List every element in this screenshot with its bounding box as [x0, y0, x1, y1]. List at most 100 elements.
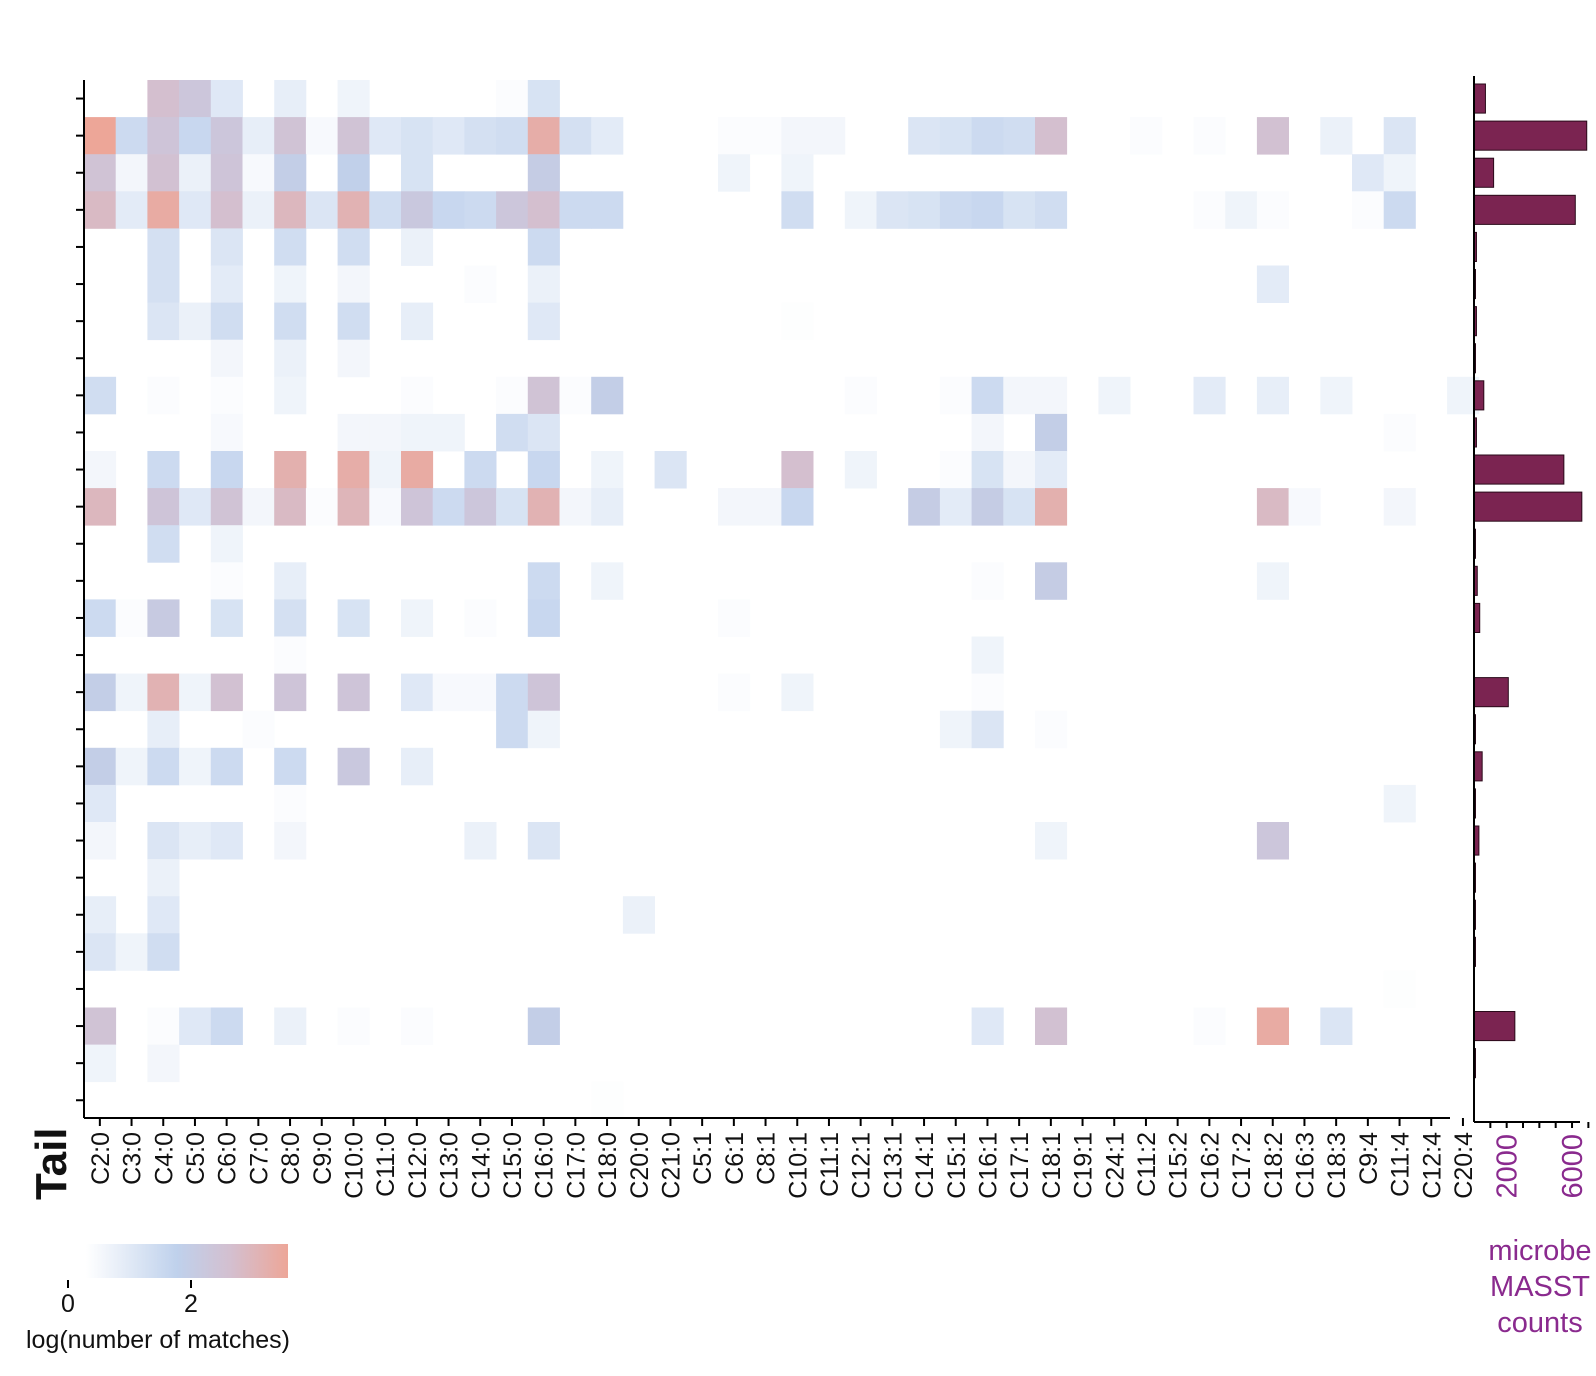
heatmap-x-ticks [98, 1118, 1464, 1126]
heatmap-cell [749, 488, 782, 526]
heatmap-cell [1288, 488, 1321, 526]
heatmap-cell [1256, 822, 1289, 860]
heatmap-cell [844, 451, 877, 489]
bar [1473, 194, 1576, 225]
heatmap-cell [147, 673, 180, 712]
heatmap-cell [1383, 413, 1416, 452]
heatmap-cell [147, 228, 180, 266]
heatmap-cell [1003, 376, 1036, 415]
heatmap-cell [591, 562, 624, 600]
heatmap-cell [496, 673, 529, 712]
heatmap-x-tick-label: C16:2 [1196, 1132, 1224, 1199]
colorbar-label: log(number of matches) [26, 1326, 290, 1354]
heatmap-x-tick-label: C9:4 [1355, 1132, 1383, 1185]
bar [1473, 157, 1495, 188]
heatmap-cell [527, 673, 560, 712]
bar-x-axis-label-line-3: counts [1497, 1307, 1582, 1339]
heatmap-cell [591, 488, 624, 526]
heatmap-cell [908, 488, 941, 526]
heatmap-cell [274, 822, 307, 860]
heatmap-cell [401, 191, 434, 229]
heatmap-cell [718, 117, 751, 155]
colorbar: 0 2 log(number of matches) [26, 1244, 290, 1354]
heatmap-x-tick-label: C16:3 [1291, 1132, 1319, 1199]
heatmap-cell [274, 339, 307, 378]
heatmap-cell [939, 710, 972, 749]
heatmap-x-tick-label: C16:0 [531, 1132, 559, 1199]
heatmap-cell [401, 376, 434, 415]
heatmap-cell [84, 747, 117, 786]
heatmap-cell [337, 191, 370, 229]
heatmap-cell [147, 488, 180, 526]
heatmap-x-tick-label: C13:0 [436, 1132, 464, 1199]
heatmap-cell [527, 599, 560, 637]
heatmap-cell [464, 117, 497, 155]
heatmap-x-tick-labels: C2:0 C3:0 C4:0 C5:0 C6:0 C7:0 C8:0 C9:0 C10:0 C11… [87, 1132, 1478, 1199]
heatmap-cell [1035, 413, 1068, 452]
heatmap-cell [274, 376, 307, 415]
heatmap-x-tick-label: C6:1 [721, 1132, 749, 1185]
heatmap-cell [210, 525, 243, 563]
heatmap-cell [1193, 1007, 1226, 1045]
heatmap-cell [84, 376, 117, 415]
heatmap-x-tick-label: C10:0 [340, 1132, 368, 1199]
heatmap-cell [1035, 1007, 1068, 1045]
heatmap-cell [496, 191, 529, 229]
heatmap-x-tick-label: C17:2 [1228, 1132, 1256, 1199]
heatmap-cell [781, 451, 814, 489]
heatmap-cell [591, 117, 624, 155]
heatmap-cell [781, 488, 814, 526]
heatmap-x-tick-label: C3:0 [119, 1132, 147, 1185]
heatmap-cell [147, 191, 180, 229]
heatmap-cell [749, 117, 782, 155]
heatmap-cell [179, 1007, 212, 1045]
heatmap-cell [274, 191, 307, 229]
heatmap-cell [939, 376, 972, 415]
heatmap-cell [718, 599, 751, 637]
heatmap-cell [1035, 822, 1068, 860]
heatmap-cell [844, 376, 877, 415]
heatmap-cell [147, 822, 180, 860]
heatmap-x-tick-label: C10:1 [784, 1132, 812, 1199]
heatmap-x-tick-label: C5:1 [689, 1132, 717, 1185]
x-axis-title: Tail [27, 1127, 76, 1200]
heatmap-x-tick-label: C17:1 [1006, 1132, 1034, 1199]
heatmap-cell [496, 376, 529, 415]
heatmap-cell [210, 747, 243, 786]
heatmap-cell [1383, 970, 1416, 1008]
heatmap-cell [971, 1007, 1004, 1045]
heatmap-x-tick-label: C24:1 [1101, 1132, 1129, 1199]
heatmap-cell [147, 1044, 180, 1083]
heatmap-x-tick-label: C18:3 [1323, 1132, 1351, 1199]
heatmap-cell [401, 488, 434, 526]
heatmap-cell [337, 302, 370, 341]
heatmap-cell [115, 747, 148, 786]
heatmap-cell [210, 302, 243, 341]
heatmap-x-tick-label: C11:0 [372, 1132, 400, 1197]
heatmap-cell [718, 154, 751, 192]
heatmap-cell [147, 117, 180, 155]
heatmap-cell [337, 80, 370, 118]
heatmap-x-tick-label: C12:0 [404, 1132, 432, 1199]
heatmap-cell [432, 488, 465, 526]
heatmap-cell [84, 673, 117, 712]
heatmap-cell [1003, 451, 1036, 489]
heatmap-cell [401, 228, 434, 266]
heatmap-cell [1193, 376, 1226, 415]
heatmap-cell [971, 636, 1004, 674]
colorbar-gradient [86, 1244, 288, 1278]
heatmap-cell [1035, 191, 1068, 229]
heatmap-x-tick-label: C15:1 [943, 1132, 971, 1199]
heatmap-cell [115, 933, 148, 971]
heatmap-x-tick-label: C8:1 [753, 1132, 781, 1185]
heatmap-cell [1193, 117, 1226, 155]
heatmap-cell [274, 636, 307, 674]
heatmap-cell [401, 673, 434, 712]
heatmap-cell [115, 154, 148, 192]
heatmap-cell [496, 413, 529, 452]
heatmap-cell [274, 154, 307, 192]
heatmap-cell [274, 488, 307, 526]
heatmap-cell [210, 339, 243, 378]
heatmap-cell [591, 1081, 624, 1120]
heatmap-cell [337, 339, 370, 378]
